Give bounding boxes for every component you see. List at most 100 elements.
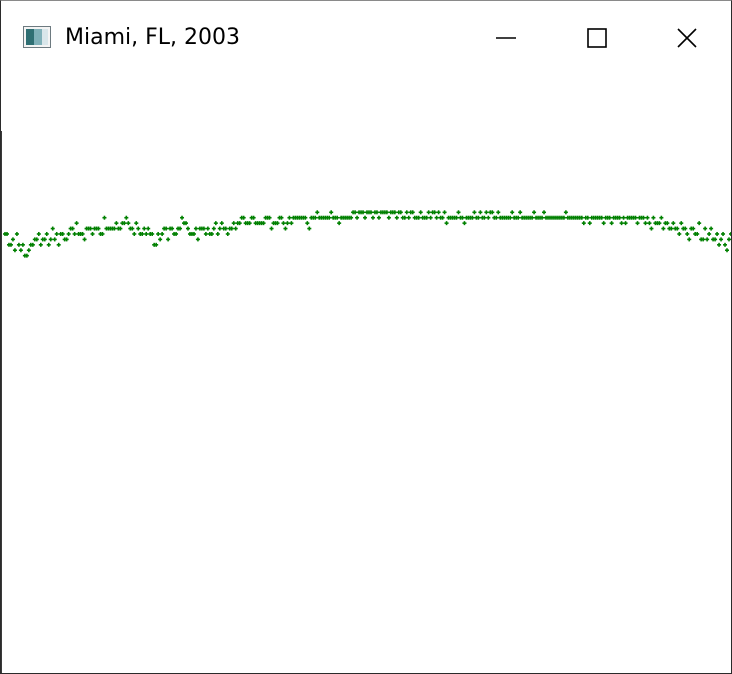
data-point xyxy=(158,237,163,242)
data-point xyxy=(705,237,710,242)
data-point xyxy=(251,215,256,220)
data-point xyxy=(651,215,656,220)
data-point xyxy=(635,221,640,226)
close-icon xyxy=(677,28,697,48)
data-point xyxy=(685,231,690,236)
data-point xyxy=(643,221,648,226)
data-point xyxy=(18,248,23,253)
data-point xyxy=(661,226,666,231)
data-point xyxy=(623,221,628,226)
data-point xyxy=(717,242,722,247)
data-point xyxy=(90,231,95,236)
data-point xyxy=(697,221,702,226)
data-point xyxy=(659,215,664,220)
data-point xyxy=(20,242,25,247)
data-point xyxy=(482,215,487,220)
data-point xyxy=(376,215,381,220)
data-point xyxy=(267,215,272,220)
data-point xyxy=(428,215,433,220)
data-point xyxy=(470,215,475,220)
data-point xyxy=(215,231,220,236)
data-point xyxy=(124,215,129,220)
data-point xyxy=(305,221,310,226)
data-point xyxy=(150,231,155,236)
data-point xyxy=(730,238,731,241)
data-point xyxy=(174,231,179,236)
data-point xyxy=(307,226,312,231)
data-point xyxy=(494,215,499,220)
data-point xyxy=(709,226,714,231)
data-point xyxy=(203,231,208,236)
data-point xyxy=(219,221,224,226)
data-point xyxy=(223,226,228,231)
data-point xyxy=(184,221,188,226)
data-point xyxy=(585,215,590,220)
minimize-button[interactable] xyxy=(461,1,551,75)
data-point xyxy=(619,221,624,226)
data-point xyxy=(665,221,670,226)
data-point xyxy=(669,226,674,231)
data-point xyxy=(599,215,604,220)
data-point xyxy=(518,210,523,215)
data-point xyxy=(337,221,342,226)
data-point xyxy=(679,221,684,226)
data-point xyxy=(363,215,368,220)
data-point xyxy=(237,221,242,226)
data-point xyxy=(436,210,441,215)
data-point xyxy=(66,231,71,236)
data-point xyxy=(394,215,399,220)
data-point xyxy=(442,210,447,215)
scatter-plot xyxy=(3,210,731,258)
data-point xyxy=(12,248,17,253)
data-point xyxy=(687,237,692,242)
data-point xyxy=(213,221,218,226)
data-point xyxy=(275,221,280,226)
window-title: Miami, FL, 2003 xyxy=(65,25,240,50)
data-point xyxy=(510,210,515,215)
data-point xyxy=(398,210,403,215)
data-point xyxy=(404,210,409,215)
data-point xyxy=(42,237,47,242)
data-point xyxy=(530,215,535,220)
data-point xyxy=(64,237,69,242)
data-point xyxy=(386,215,391,220)
data-point xyxy=(370,215,375,220)
data-point xyxy=(112,226,117,231)
data-point xyxy=(303,215,308,220)
data-point xyxy=(8,242,13,247)
window-app-icon[interactable] xyxy=(23,26,51,48)
data-point xyxy=(476,215,481,220)
minimize-icon xyxy=(496,28,516,48)
maximize-button[interactable] xyxy=(552,1,642,75)
data-point xyxy=(315,210,320,215)
data-point xyxy=(691,226,696,231)
data-point xyxy=(719,237,724,242)
close-button[interactable] xyxy=(642,1,731,75)
data-point xyxy=(44,231,49,236)
data-point xyxy=(647,221,652,226)
data-point xyxy=(4,231,9,236)
data-point xyxy=(209,231,214,236)
data-point xyxy=(48,237,53,242)
data-point xyxy=(649,226,654,231)
data-point xyxy=(100,231,105,236)
data-point xyxy=(247,221,252,226)
data-point xyxy=(283,226,288,231)
data-point xyxy=(156,231,161,236)
data-point xyxy=(410,210,415,215)
data-point xyxy=(285,221,290,226)
data-point xyxy=(581,221,586,226)
title-bar[interactable]: Miami, FL, 2003 xyxy=(1,1,731,131)
data-point xyxy=(217,226,222,231)
data-point xyxy=(287,215,292,220)
data-point xyxy=(424,215,429,220)
data-point xyxy=(633,215,638,220)
data-point xyxy=(146,226,151,231)
data-point xyxy=(416,215,421,220)
data-point xyxy=(130,226,135,231)
data-point xyxy=(96,226,101,231)
data-point xyxy=(289,221,294,226)
data-point xyxy=(229,226,234,231)
data-point xyxy=(10,237,15,242)
data-point xyxy=(728,231,731,236)
